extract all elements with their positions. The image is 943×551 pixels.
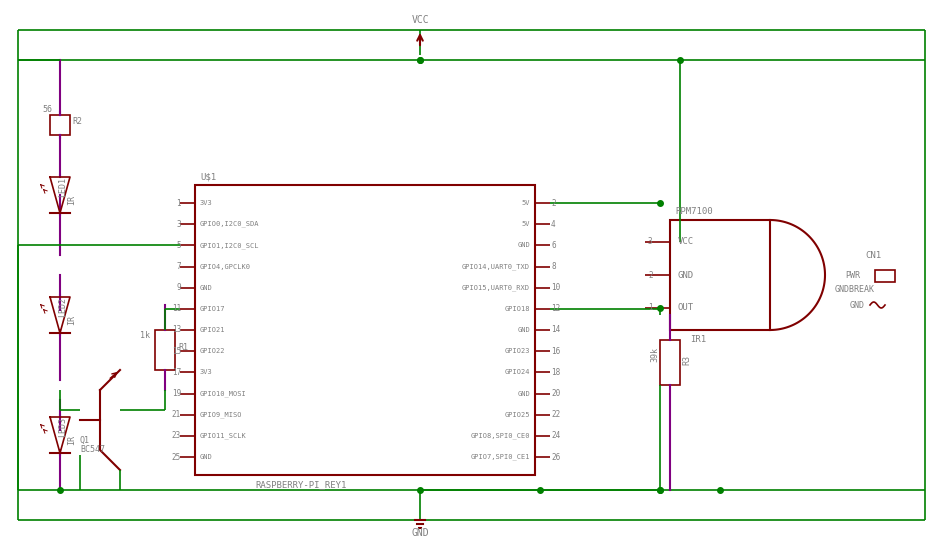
- Bar: [660, 340, 680, 385]
- Text: 1: 1: [648, 304, 653, 312]
- Text: GND: GND: [200, 454, 213, 460]
- Text: 2: 2: [551, 198, 555, 208]
- Bar: [50, 115, 70, 135]
- Text: 7: 7: [176, 262, 181, 271]
- Text: Q1: Q1: [80, 435, 90, 445]
- Text: 56: 56: [42, 105, 52, 115]
- Text: 16: 16: [551, 347, 560, 355]
- Text: 8: 8: [551, 262, 555, 271]
- Text: 1k: 1k: [140, 331, 150, 339]
- Text: GPIO21: GPIO21: [200, 327, 225, 333]
- Bar: [155, 330, 175, 370]
- Text: IR: IR: [68, 195, 76, 205]
- Text: 1: 1: [176, 198, 181, 208]
- Text: GPIO7,SPI0_CE1: GPIO7,SPI0_CE1: [471, 453, 530, 460]
- Text: 17: 17: [172, 368, 181, 377]
- Text: 3: 3: [648, 237, 653, 246]
- Text: 13: 13: [172, 326, 181, 334]
- Text: 4: 4: [551, 220, 555, 229]
- Text: 22: 22: [551, 410, 560, 419]
- Text: 20: 20: [551, 389, 560, 398]
- Text: U$1: U$1: [200, 172, 216, 181]
- Text: 18: 18: [551, 368, 560, 377]
- Text: GPIO9_MISO: GPIO9_MISO: [200, 412, 242, 418]
- Text: 24: 24: [551, 431, 560, 440]
- Text: 21: 21: [172, 410, 181, 419]
- Text: LED3: LED3: [58, 417, 68, 437]
- Text: 2: 2: [648, 271, 653, 279]
- Bar: [875, 270, 895, 282]
- Text: GPIO1,I2C0_SCL: GPIO1,I2C0_SCL: [200, 242, 259, 249]
- Text: GPIO10_MOSI: GPIO10_MOSI: [200, 390, 247, 397]
- Text: GND: GND: [850, 300, 865, 310]
- Text: GND: GND: [518, 242, 530, 249]
- Text: 39k: 39k: [650, 348, 659, 363]
- Bar: [670, 220, 770, 330]
- Text: GPIO0,I2C0_SDA: GPIO0,I2C0_SDA: [200, 221, 259, 228]
- Text: PWR: PWR: [845, 271, 860, 279]
- Text: VCC: VCC: [678, 237, 694, 246]
- Text: R1: R1: [178, 343, 188, 353]
- Text: GPIO24: GPIO24: [505, 369, 530, 375]
- Text: RASPBERRY-PI_REY1: RASPBERRY-PI_REY1: [255, 480, 346, 489]
- Text: 26: 26: [551, 452, 560, 462]
- Text: GPIO4,GPCLK0: GPIO4,GPCLK0: [200, 263, 251, 269]
- Text: 23: 23: [172, 431, 181, 440]
- Text: 12: 12: [551, 304, 560, 314]
- Text: LED1: LED1: [58, 177, 68, 197]
- Text: 11: 11: [172, 304, 181, 314]
- Text: 3: 3: [176, 220, 181, 229]
- Text: 3V3: 3V3: [200, 200, 213, 206]
- Text: IR: IR: [68, 315, 76, 325]
- Text: GND: GND: [412, 528, 430, 538]
- Text: IR1: IR1: [690, 336, 706, 344]
- Text: GPIO8,SPI0_CE0: GPIO8,SPI0_CE0: [471, 433, 530, 439]
- Text: 5V: 5V: [521, 200, 530, 206]
- Text: 5V: 5V: [521, 221, 530, 227]
- Text: 15: 15: [172, 347, 181, 355]
- Bar: [195, 185, 535, 475]
- Text: 14: 14: [551, 326, 560, 334]
- Text: GPIO25: GPIO25: [505, 412, 530, 418]
- Text: GND: GND: [518, 327, 530, 333]
- Text: 9: 9: [176, 283, 181, 292]
- Text: 3V3: 3V3: [200, 369, 213, 375]
- Text: GPIO14,UART0_TXD: GPIO14,UART0_TXD: [462, 263, 530, 270]
- Text: 19: 19: [172, 389, 181, 398]
- Text: IR: IR: [68, 435, 76, 445]
- Text: GND: GND: [518, 391, 530, 397]
- Text: BC547: BC547: [80, 446, 105, 455]
- Text: R3: R3: [682, 355, 691, 365]
- Text: GPIO23: GPIO23: [505, 348, 530, 354]
- Text: GPIO22: GPIO22: [200, 348, 225, 354]
- Text: LED2: LED2: [58, 297, 68, 317]
- Text: GNDBREAK: GNDBREAK: [835, 285, 875, 294]
- Text: 10: 10: [551, 283, 560, 292]
- Text: 6: 6: [551, 241, 555, 250]
- Text: VCC: VCC: [412, 15, 430, 25]
- Text: RPM7100: RPM7100: [675, 208, 713, 217]
- Text: 5: 5: [176, 241, 181, 250]
- Text: 25: 25: [172, 452, 181, 462]
- Text: GPIO17: GPIO17: [200, 306, 225, 312]
- Text: GPIO11_SCLK: GPIO11_SCLK: [200, 433, 247, 439]
- Text: OUT: OUT: [678, 304, 694, 312]
- Text: GND: GND: [200, 285, 213, 291]
- Text: R2: R2: [72, 117, 82, 127]
- Text: GND: GND: [678, 271, 694, 279]
- Text: GPIO18: GPIO18: [505, 306, 530, 312]
- Text: GPIO15,UART0_RXD: GPIO15,UART0_RXD: [462, 284, 530, 291]
- Text: CN1: CN1: [865, 251, 881, 260]
